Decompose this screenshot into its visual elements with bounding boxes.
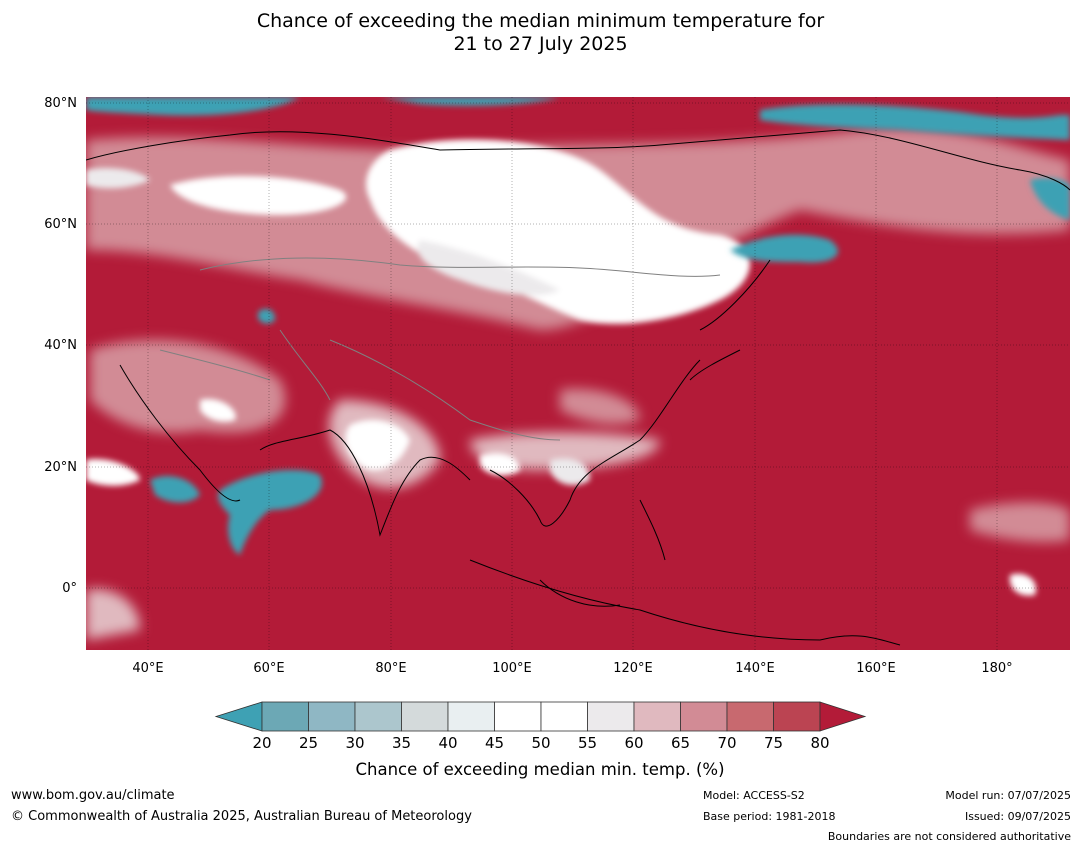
colorbar-segment bbox=[261, 701, 309, 732]
colorbar-title: Chance of exceeding median min. temp. (%… bbox=[355, 760, 724, 779]
colorbar-segment bbox=[308, 701, 356, 732]
colorbar-tick-label: 75 bbox=[764, 734, 783, 752]
lon-label-60e: 60°E bbox=[253, 661, 284, 676]
footer-issued: Issued: 09/07/2025 bbox=[964, 810, 1071, 823]
colorbar-tick-label: 30 bbox=[345, 734, 364, 752]
colorbar-tick-label: 40 bbox=[438, 734, 457, 752]
lat-label-20n: 20°N bbox=[44, 460, 77, 475]
title-line-2: 21 to 27 July 2025 bbox=[453, 33, 628, 55]
country-borders bbox=[159, 257, 721, 441]
lon-label-160e: 160°E bbox=[856, 661, 896, 676]
title-line-1: Chance of exceeding the median minimum t… bbox=[256, 10, 825, 32]
latitude-labels: 80°N 60°N 40°N 20°N 0° bbox=[44, 96, 77, 596]
map-area bbox=[86, 97, 1070, 650]
footer-model-run: Model run: 07/07/2025 bbox=[945, 789, 1071, 802]
colorbar-segment bbox=[680, 701, 728, 732]
footer-base-period: Base period: 1981-2018 bbox=[703, 810, 836, 823]
low-chance-zones bbox=[86, 97, 1070, 555]
colorbar-segment bbox=[354, 701, 402, 732]
colorbar-tick-label: 35 bbox=[392, 734, 411, 752]
colorbar-arrow-high bbox=[819, 701, 867, 732]
colorbar bbox=[214, 701, 867, 732]
colorbar-segment bbox=[773, 701, 821, 732]
colorbar-tick-label: 60 bbox=[624, 734, 643, 752]
lat-label-60n: 60°N bbox=[44, 217, 77, 232]
colorbar-tick-label: 70 bbox=[717, 734, 736, 752]
colorbar-tick-label: 20 bbox=[252, 734, 271, 752]
map-title: Chance of exceeding the median minimum t… bbox=[0, 10, 1081, 56]
footer-model: Model: ACCESS-S2 bbox=[703, 789, 805, 802]
graticule bbox=[86, 97, 1070, 650]
colorbar-tick-label: 25 bbox=[299, 734, 318, 752]
footer-copyright: © Commonwealth of Australia 2025, Austra… bbox=[11, 809, 472, 824]
colorbar-segment bbox=[587, 701, 635, 732]
footer-disclaimer: Boundaries are not considered authoritat… bbox=[827, 830, 1071, 843]
lat-label-80n: 80°N bbox=[44, 96, 77, 111]
colorbar-segment bbox=[540, 701, 588, 732]
colorbar-tick-label: 65 bbox=[671, 734, 690, 752]
lon-label-40e: 40°E bbox=[132, 661, 163, 676]
colorbar-segment bbox=[494, 701, 542, 732]
footer-url: www.bom.gov.au/climate bbox=[11, 788, 175, 803]
coastlines bbox=[86, 129, 1070, 646]
colorbar-segment bbox=[401, 701, 449, 732]
colorbar-segment bbox=[633, 701, 681, 732]
lon-label-140e: 140°E bbox=[735, 661, 775, 676]
colorbar-arrow-low bbox=[214, 701, 263, 732]
lat-label-40n: 40°N bbox=[44, 338, 77, 353]
lon-label-120e: 120°E bbox=[613, 661, 653, 676]
colorbar-tick-label: 80 bbox=[810, 734, 829, 752]
lon-label-80e: 80°E bbox=[375, 661, 406, 676]
colorbar-tick-labels: 20 25 30 35 40 45 50 55 60 65 70 75 80 bbox=[252, 734, 829, 752]
colorbar-segment bbox=[726, 701, 774, 732]
colorbar-tick-label: 45 bbox=[485, 734, 504, 752]
neutral-zones bbox=[86, 139, 1036, 596]
longitude-labels: 40°E 60°E 80°E 100°E 120°E 140°E 160°E 1… bbox=[132, 661, 1012, 676]
lat-label-0: 0° bbox=[62, 581, 77, 596]
lon-label-100e: 100°E bbox=[492, 661, 532, 676]
colorbar-tick-label: 55 bbox=[578, 734, 597, 752]
colorbar-tick-label: 50 bbox=[531, 734, 550, 752]
colorbar-segment bbox=[447, 701, 495, 732]
lon-label-180: 180° bbox=[981, 661, 1012, 676]
